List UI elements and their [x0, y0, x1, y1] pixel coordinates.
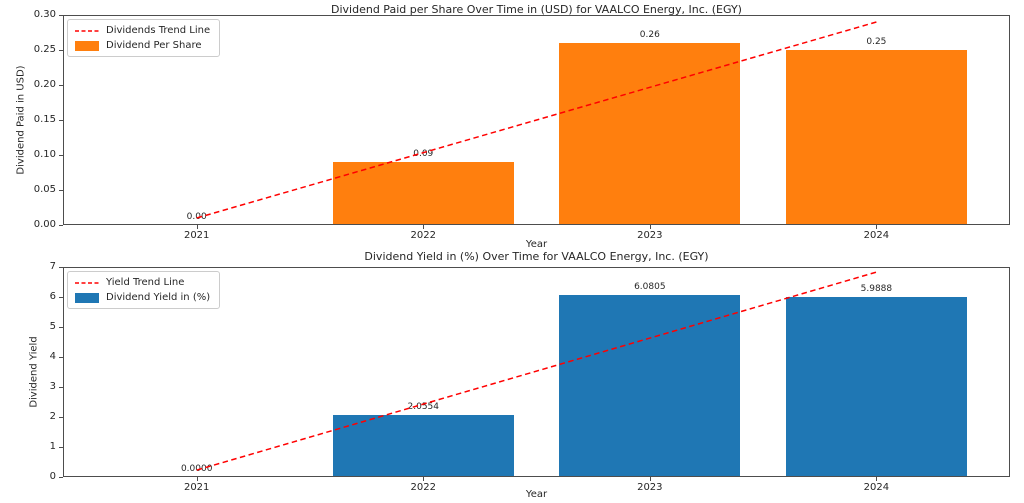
y-tick-mark	[59, 446, 63, 448]
x-tick-label: 2024	[863, 482, 890, 493]
trend-line-segment	[196, 21, 877, 219]
bar-value-label: 6.0805	[634, 281, 666, 292]
chart-title: Dividend Yield in (%) Over Time for VAAL…	[364, 250, 709, 263]
trend-line	[196, 21, 877, 219]
y-tick-mark	[59, 84, 63, 86]
legend-item: Dividend Yield in (%)	[75, 292, 210, 303]
bar-value-label: 2.0554	[407, 402, 440, 413]
x-tick-label: 2022	[410, 230, 436, 241]
bar-value-label: 0.0000	[180, 464, 213, 474]
trend-line	[196, 271, 877, 471]
chart-title: Dividend Paid per Share Over Time in (US…	[331, 3, 742, 16]
y-tick-mark	[59, 356, 63, 358]
legend-item-label: Dividend Yield in (%)	[106, 292, 211, 303]
bar-value-label: 5.9888	[860, 284, 893, 295]
x-tick-mark	[196, 477, 198, 481]
y-tick-mark	[59, 154, 63, 156]
legend: Dividends Trend Line Dividend Per Share	[67, 19, 221, 57]
bar-value-label: 0.26	[639, 30, 660, 40]
legend-item-label: Yield Trend Line	[106, 277, 185, 288]
bar-value-label: 0.25	[866, 37, 887, 47]
y-tick-label: 0.25	[33, 44, 56, 55]
y-tick-mark	[59, 266, 63, 268]
y-tick-mark	[59, 386, 63, 388]
y-tick-mark	[59, 296, 63, 298]
bar-2023	[559, 43, 741, 225]
x-tick-mark	[423, 477, 425, 481]
x-tick-label: 2021	[183, 482, 210, 493]
y-axis-label: Dividend Yield	[28, 336, 40, 408]
y-tick-label: 1	[49, 441, 56, 452]
x-tick-mark	[649, 225, 651, 229]
y-tick-label: 0.15	[33, 114, 56, 125]
x-tick-label: 2023	[637, 482, 663, 493]
y-tick-mark	[59, 224, 63, 226]
dashed-line-swatch-icon	[75, 281, 99, 284]
bar-value-label: 0.00	[186, 212, 207, 222]
y-tick-mark	[59, 189, 63, 191]
y-tick-label: 0.00	[33, 219, 56, 230]
x-tick-mark	[876, 477, 878, 481]
legend-item-label: Dividends Trend Line	[106, 25, 211, 36]
x-axis-label: Year	[525, 239, 548, 250]
y-tick-label: 0.10	[33, 149, 56, 160]
y-tick-mark	[59, 119, 63, 121]
bar-2022	[332, 415, 514, 477]
x-axis-label: Year	[525, 489, 548, 500]
x-tick-mark	[876, 225, 878, 229]
bar-2024	[785, 50, 967, 225]
y-axis-label: Dividend Paid in USD)	[15, 65, 27, 175]
dashed-line-swatch-icon	[75, 29, 99, 32]
bar-2022	[332, 162, 514, 225]
bar-swatch-icon	[75, 40, 99, 51]
legend-item: Dividend Per Share	[75, 40, 210, 51]
x-tick-label: 2023	[637, 230, 663, 241]
y-tick-label: 0.30	[33, 9, 56, 20]
legend: Yield Trend Line Dividend Yield in (%)	[67, 271, 221, 309]
y-tick-label: 3	[49, 381, 56, 392]
y-tick-mark	[59, 476, 63, 478]
y-tick-label: 6	[49, 291, 56, 302]
x-tick-label: 2022	[410, 482, 436, 493]
x-tick-label: 2024	[863, 230, 890, 241]
legend-item: Dividends Trend Line	[75, 25, 210, 36]
y-tick-label: 2	[49, 411, 56, 422]
bar-value-label: 0.09	[413, 149, 434, 159]
x-tick-label: 2021	[183, 230, 210, 241]
x-tick-mark	[649, 477, 651, 481]
bar-2024	[785, 297, 967, 477]
y-tick-label: 7	[49, 261, 56, 272]
bar-2023	[559, 294, 741, 477]
trend-line-segment	[196, 271, 877, 471]
y-tick-mark	[59, 416, 63, 418]
y-tick-label: 0	[49, 471, 56, 482]
y-tick-mark	[59, 326, 63, 328]
x-tick-mark	[196, 225, 198, 229]
legend-item: Yield Trend Line	[75, 277, 210, 288]
bar-swatch-icon	[75, 292, 99, 303]
y-tick-label: 0.05	[33, 184, 56, 195]
x-tick-mark	[423, 225, 425, 229]
legend-item-label: Dividend Per Share	[106, 40, 202, 51]
dividend-per-share-chart: Dividend Paid per Share Over Time in (US…	[15, 3, 1010, 250]
y-tick-mark	[59, 14, 63, 16]
y-tick-label: 5	[49, 321, 56, 332]
y-tick-label: 4	[49, 351, 56, 362]
dividend-yield-chart: Dividend Yield in (%) Over Time for VAAL…	[0, 250, 1024, 503]
y-tick-label: 0.20	[33, 79, 56, 90]
y-tick-mark	[59, 49, 63, 51]
